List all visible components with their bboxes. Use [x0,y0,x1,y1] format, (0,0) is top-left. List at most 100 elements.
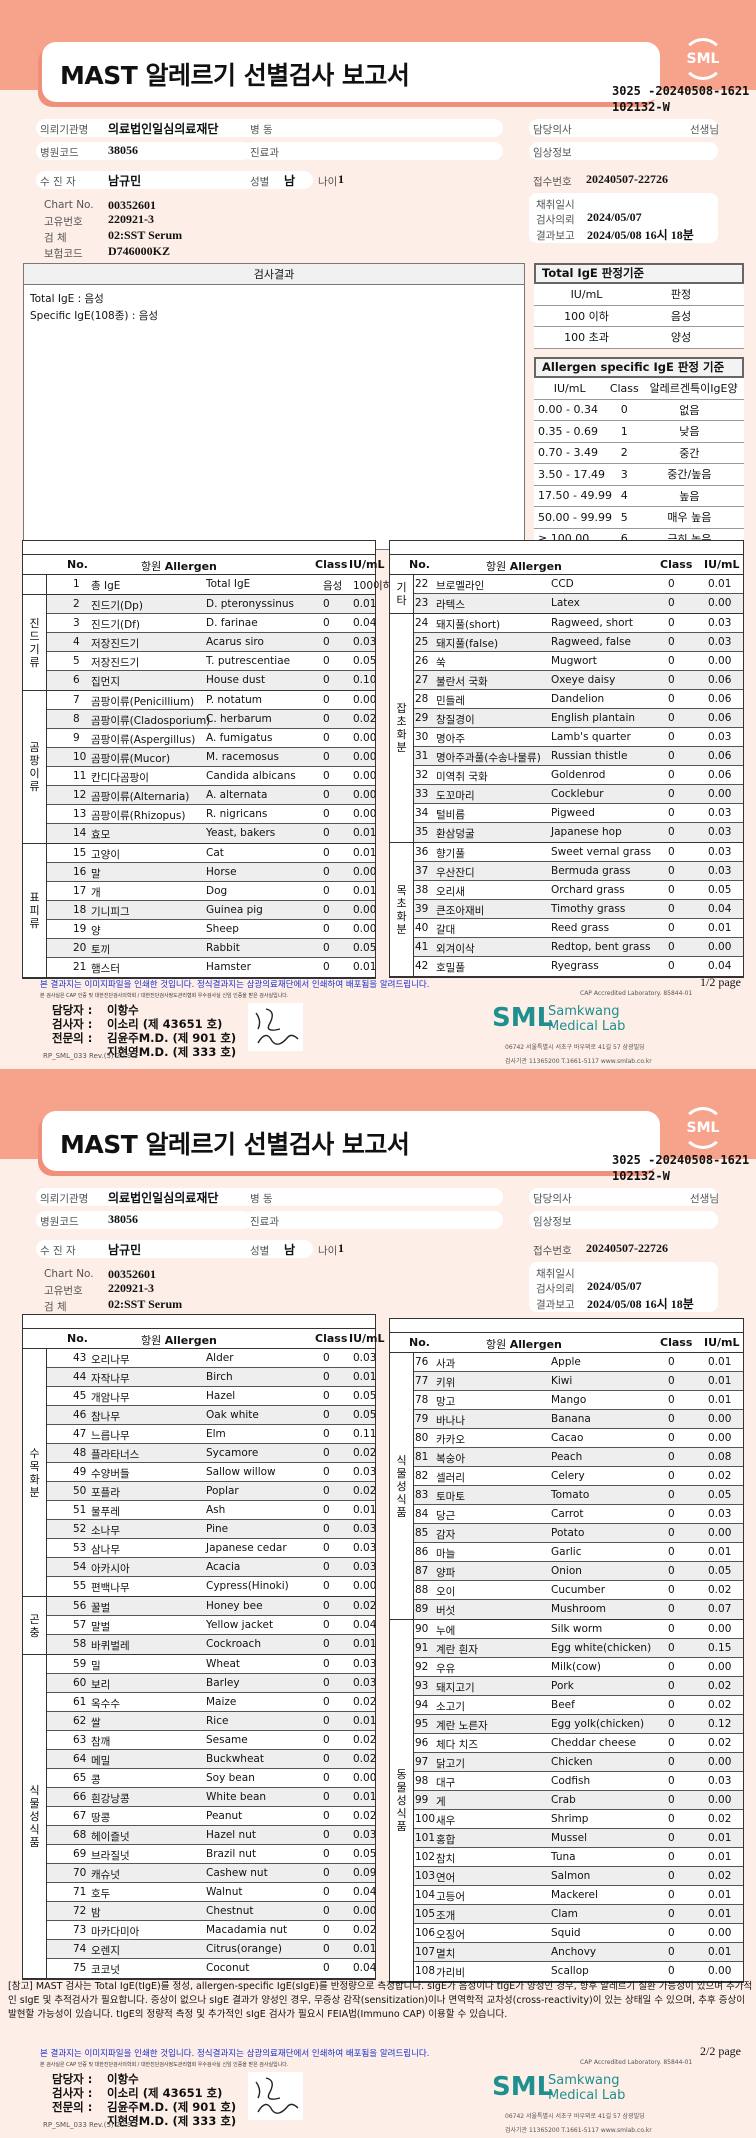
date-box [529,193,718,243]
table-row: 11 칸디다곰팡이 Candida albicans 0 0.00 [47,767,376,786]
reference-note: [참고] MAST 검사는 Total IgE(tIgE)를 정성, aller… [8,1981,753,2020]
allergen-group: 수목화분 43 오리나무 Alder 0 0.03 44 자작나무 Birch 0 0.01 45 개암… [23,1349,377,1597]
allergen-iu: 0.01 [708,1546,732,1558]
allergen-english: Pigweed [551,807,595,819]
allergen-iu: 0.03 [708,617,732,629]
allergen-no: 38 [415,884,429,896]
request-label: 검사의뢰 [536,1283,575,1295]
table-row: 68 헤이즐넛 Hazel nut 0 0.03 [47,1826,376,1845]
criteria-level: 매우 높음 [667,511,712,525]
allergen-iu: 0.03 [708,731,732,743]
allergen-no: 87 [415,1565,429,1577]
table-row: 92 우유 Milk(cow) 0 0.00 [414,1658,743,1677]
col-no: No. [67,558,88,571]
table-row: 35 환삼덩굴 Japanese hop 0 0.03 [414,823,743,842]
allergen-iu: 0.01 [708,1394,732,1406]
col-iu: IU/mL [704,558,740,571]
allergen-iu: 0.01 [353,1943,377,1955]
form-code: RP_SML_033 Rev.(5) 20.9.1 [43,1052,139,1060]
allergen-iu: 0.00 [353,808,377,820]
table-row: 63 참깨 Sesame 0 0.02 [47,1731,376,1750]
doctor-label: 담당의사 [533,1193,572,1205]
allergen-korean: 감자 [436,1529,456,1541]
criteria-class: 2 [620,446,628,460]
allergen-class: 0 [323,1504,330,1516]
allergen-english: Citrus(orange) [206,1943,282,1955]
allergen-korean: 창질경이 [436,714,475,726]
allergen-iu: 0.01 [708,1356,732,1368]
allergen-iu: 0.02 [708,1680,732,1692]
info-pill [36,1188,313,1206]
allergen-class: 0 [668,1470,675,1482]
allergen-english: Maize [206,1696,237,1708]
allergen-korean: 메밀 [91,1755,111,1767]
lab-name-2: Medical Lab [548,1019,626,1034]
table-row: 17 개 Dog 0 0.01 [47,882,376,901]
allergen-no: 68 [73,1829,87,1841]
allergen-group: 동물성식품 90 누에 Silk worm 0 0.00 91 계란 흰자 Egg white(… [390,1620,743,1982]
report-id-suffix: 102132-W [612,1169,670,1183]
table-row: 54 아카시아 Acacia 0 0.03 [47,1558,376,1577]
allergen-iu: 0.01 [353,1371,377,1383]
allergen-no: 51 [73,1504,87,1516]
allergen-class: 0 [323,827,330,839]
allergen-no: 60 [73,1677,87,1689]
allergen-no: 1 [73,578,80,590]
col-class: Class [315,558,348,571]
allergen-no: 86 [415,1546,429,1558]
criteria-range: 3.50 - 17.49 [538,467,605,481]
allergen-english: Latex [551,597,580,609]
table-row: 52 소나무 Pine 0 0.03 [47,1520,376,1539]
table-row: 39 큰조아재비 Timothy grass 0 0.04 [414,900,743,919]
cap-text: CAP Accredited Laboratory. 85844-01 [580,990,693,997]
table-row: 82 셀러리 Celery 0 0.02 [414,1467,743,1486]
specialist-label: 전문의 : [52,1031,93,1045]
table-row: 100 새우 Shrimp 0 0.02 [414,1810,743,1829]
allergen-iu: 0.01 [708,578,732,590]
unique-value: 220921-3 [108,212,154,226]
allergen-class: 0 [323,655,330,667]
total-criteria-title: Total IgE 판정기준 [534,263,744,284]
allergen-no: 50 [73,1485,87,1497]
allergen-class: 0 [323,1848,330,1860]
table-row: 24 돼지풀(short) Ragweed, short 0 0.03 [414,614,743,633]
specialist-name-1: 김윤주M.D. (제 901 호) [107,1031,237,1045]
allergen-english: Birch [206,1371,233,1383]
allergen-iu: 0.00 [708,1432,732,1444]
allergen-class: 0 [323,1696,330,1708]
table-row: 40 갈대 Reed grass 0 0.01 [414,919,743,938]
allergen-class: 0 [323,1561,330,1573]
allergen-iu: 0.01 [708,1889,732,1901]
allergen-class: 0 [323,1658,330,1670]
allergen-korean: 포플라 [91,1487,120,1499]
info-pill [36,119,313,137]
allergen-korean: 곰팡이류(Cladosporium) [91,715,211,727]
criteria-level: 낮음 [679,425,700,439]
criteria-range: 100 초과 [564,331,609,345]
criteria-row: 100 초과 양성 [534,327,744,349]
table-row: 97 닭고기 Chicken 0 0.00 [414,1753,743,1772]
allergen-no: 17 [73,885,87,897]
criteria-level: 없음 [679,403,700,417]
allergen-class: 0 [323,1886,330,1898]
allergen-english: Carrot [551,1508,584,1520]
table-row: 65 콩 Soy bean 0 0.00 [47,1769,376,1788]
allergen-class: 0 [668,769,675,781]
allergen-korean: 바퀴벌레 [91,1640,130,1652]
lab-address: 06742 서울특별시 서초구 바우뫼로 41길 57 삼광빌딩 [505,2113,645,2120]
specimen-label: 검 체 [44,232,67,244]
table-row: 99 게 Crab 0 0.00 [414,1791,743,1810]
allergen-iu: 0.05 [353,1848,377,1860]
allergen-korean: 민들레 [436,695,465,707]
allergen-korean: 미역취 국화 [436,771,488,783]
receipt-label: 접수번호 [533,1245,572,1257]
allergen-korean: 망고 [436,1396,456,1408]
results-line-1: Total IgE : 음성 [30,293,104,305]
page-title: MAST 알레르기 선별검사 보고서 [60,1130,410,1159]
criteria-row: 3.50 - 17.49 3 중간/높음 [534,464,744,486]
allergen-iu: 0.05 [708,884,732,896]
allergen-english: Goldenrod [551,769,606,781]
allergen-english: Hamster [206,961,251,973]
allergen-korean: 연어 [436,1872,456,1884]
table-row: 47 느릅나무 Elm 0 0.11 [47,1425,376,1444]
